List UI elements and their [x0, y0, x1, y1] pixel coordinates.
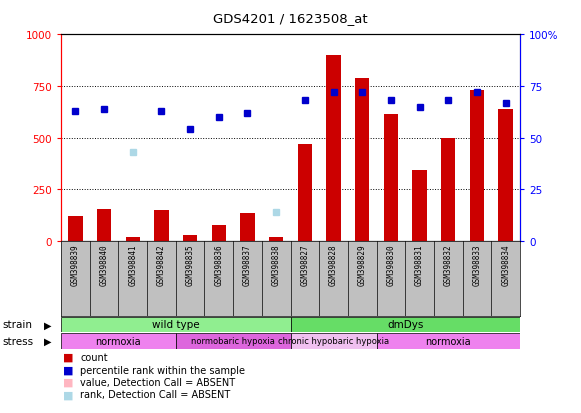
Text: GSM398840: GSM398840	[99, 244, 109, 285]
Text: normoxia: normoxia	[425, 336, 471, 346]
Text: GSM398832: GSM398832	[444, 244, 453, 285]
Bar	[297, 145, 312, 242]
Text: normoxia: normoxia	[95, 336, 141, 346]
Text: GSM398827: GSM398827	[300, 244, 309, 285]
Bar	[413, 170, 427, 242]
Text: GSM398841: GSM398841	[128, 244, 137, 285]
Text: percentile rank within the sample: percentile rank within the sample	[80, 365, 245, 375]
Text: dmDys: dmDys	[387, 320, 424, 330]
Text: normobaric hypoxia: normobaric hypoxia	[191, 337, 275, 346]
Text: GSM398828: GSM398828	[329, 244, 338, 285]
Bar	[383, 114, 398, 242]
Text: GSM398838: GSM398838	[272, 244, 281, 285]
Text: GSM398835: GSM398835	[185, 244, 195, 285]
Bar	[376, 333, 520, 349]
Text: wild type: wild type	[152, 320, 199, 330]
Bar	[211, 225, 226, 242]
Bar	[269, 237, 284, 242]
Text: count: count	[80, 352, 108, 362]
Bar	[61, 317, 290, 332]
Text: GSM398836: GSM398836	[214, 244, 223, 285]
Bar	[470, 91, 484, 242]
Text: strain: strain	[3, 320, 33, 330]
Text: GSM398834: GSM398834	[501, 244, 510, 285]
Bar	[498, 109, 513, 242]
Bar	[327, 56, 340, 242]
Text: GSM398830: GSM398830	[386, 244, 396, 285]
Bar	[290, 317, 520, 332]
Text: GSM398831: GSM398831	[415, 244, 424, 285]
Bar	[175, 333, 290, 349]
Text: ▶: ▶	[44, 320, 51, 330]
Bar	[125, 238, 140, 242]
Text: chronic hypobaric hypoxia: chronic hypobaric hypoxia	[278, 337, 389, 346]
Text: ■: ■	[63, 365, 73, 375]
Text: ■: ■	[63, 377, 73, 387]
Text: GSM398833: GSM398833	[472, 244, 482, 285]
Bar	[154, 211, 168, 242]
Text: GSM398839: GSM398839	[71, 244, 80, 285]
Bar	[68, 217, 83, 242]
Bar	[97, 210, 111, 242]
Text: rank, Detection Call = ABSENT: rank, Detection Call = ABSENT	[80, 389, 231, 399]
Bar	[241, 214, 254, 242]
Bar	[355, 78, 370, 242]
Bar	[61, 333, 175, 349]
Bar	[441, 138, 456, 242]
Text: value, Detection Call = ABSENT: value, Detection Call = ABSENT	[80, 377, 235, 387]
Bar	[183, 236, 198, 242]
Text: ■: ■	[63, 389, 73, 399]
Text: GDS4201 / 1623508_at: GDS4201 / 1623508_at	[213, 12, 368, 25]
Bar	[290, 333, 376, 349]
Text: stress: stress	[3, 336, 34, 346]
Text: GSM398842: GSM398842	[157, 244, 166, 285]
Text: GSM398837: GSM398837	[243, 244, 252, 285]
Text: ■: ■	[63, 352, 73, 362]
Text: ▶: ▶	[44, 336, 51, 346]
Text: GSM398829: GSM398829	[358, 244, 367, 285]
